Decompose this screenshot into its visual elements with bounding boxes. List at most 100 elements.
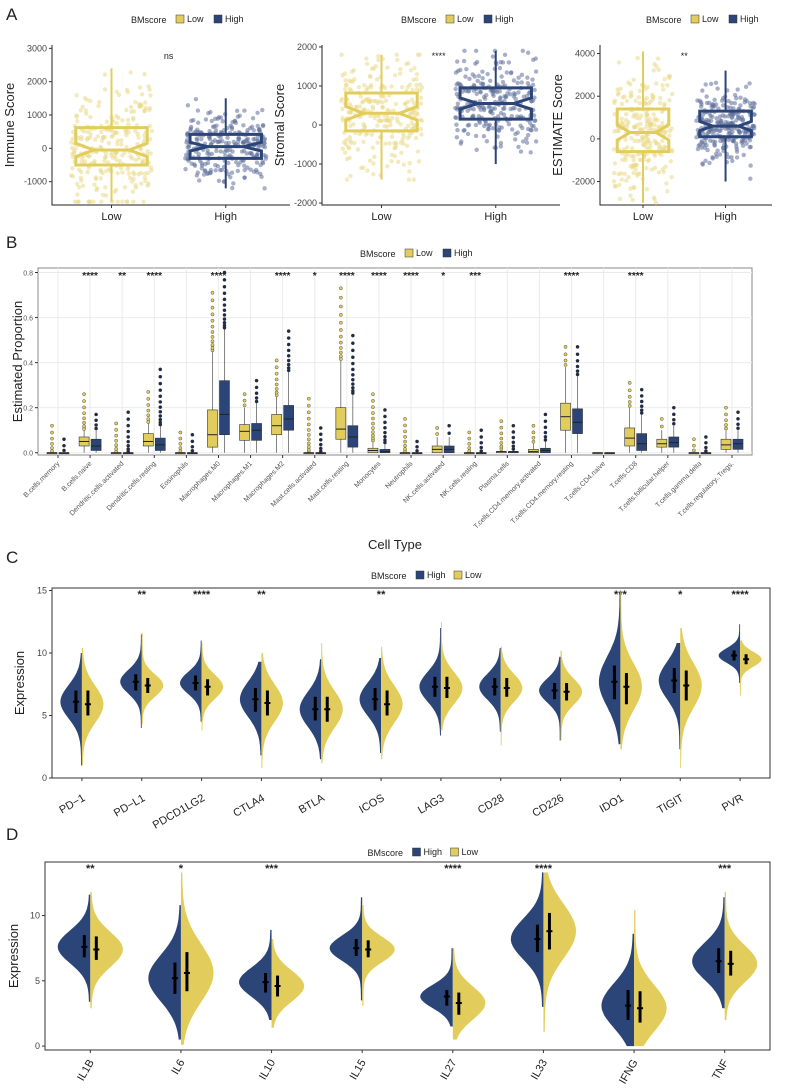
- outlier-point: [371, 411, 375, 415]
- jitter-point: [723, 119, 729, 125]
- significance-label: ***: [265, 863, 279, 875]
- jitter-point: [102, 87, 108, 92]
- violin-half-high: [420, 948, 453, 1027]
- jitter-point: [103, 185, 108, 190]
- outlier-point: [724, 412, 728, 417]
- jitter-point: [476, 73, 482, 79]
- outlier-point: [724, 405, 728, 410]
- outlier-point: [222, 317, 227, 321]
- jitter-point: [520, 139, 526, 144]
- x-tick-label: IL27: [438, 1058, 459, 1083]
- outlier-point: [371, 416, 375, 421]
- jitter-point: [398, 122, 403, 127]
- jitter-point: [186, 144, 192, 150]
- outlier-point: [114, 428, 118, 432]
- outlier-point: [178, 430, 183, 435]
- jitter-point: [127, 175, 133, 180]
- jitter-point: [185, 131, 190, 136]
- jitter-point: [744, 141, 749, 146]
- legend: BMscore Low High: [646, 14, 759, 25]
- legend-key-high: [415, 570, 425, 580]
- jitter-point: [120, 199, 125, 204]
- jitter-point: [401, 162, 407, 167]
- jitter-point: [715, 120, 721, 125]
- x-tick-label: PD−1: [57, 792, 87, 816]
- panel-label-a: A: [6, 5, 18, 24]
- jitter-point: [106, 140, 112, 146]
- jitter-point: [136, 155, 142, 161]
- jitter-point: [85, 129, 90, 135]
- jitter-point: [112, 189, 118, 194]
- jitter-point: [667, 73, 673, 79]
- jitter-point: [620, 157, 625, 163]
- outlier-point: [114, 433, 118, 438]
- significance-label: ****: [146, 271, 162, 282]
- jitter-point: [259, 174, 264, 179]
- jitter-point: [348, 173, 353, 179]
- jitter-point: [76, 199, 81, 204]
- x-tick-label: IL6: [169, 1058, 187, 1077]
- jitter-point: [136, 135, 141, 140]
- jitter-point: [142, 71, 147, 77]
- jitter-point: [351, 68, 356, 73]
- jitter-point: [348, 123, 353, 128]
- jitter-point: [219, 167, 225, 173]
- jitter-point: [712, 128, 717, 133]
- outlier-point: [178, 436, 183, 441]
- legend-title: BMscore: [371, 571, 407, 581]
- outlier-point: [575, 364, 580, 369]
- jitter-point: [520, 125, 525, 131]
- jitter-point: [414, 82, 419, 88]
- outlier-point: [146, 413, 151, 418]
- jitter-point: [392, 145, 397, 151]
- jitter-point: [646, 137, 651, 142]
- legend-key-low: [404, 248, 414, 258]
- y-axis-title: Stromal Score: [272, 84, 287, 166]
- x-tick-label: IL1B: [75, 1058, 97, 1084]
- plot-frame: [51, 587, 771, 779]
- jitter-point: [632, 185, 637, 190]
- jitter-point: [529, 123, 535, 129]
- x-tick-label: B.cells.memory: [23, 460, 62, 499]
- jitter-point: [720, 113, 726, 118]
- jitter-point: [256, 144, 261, 150]
- outlier-point: [531, 435, 536, 440]
- jitter-point: [654, 81, 659, 86]
- jitter-point: [473, 122, 479, 128]
- jitter-point: [413, 135, 419, 141]
- jitter-point: [734, 155, 740, 160]
- jitter-point: [210, 139, 215, 145]
- jitter-point: [502, 106, 507, 111]
- jitter-point: [624, 178, 629, 183]
- jitter-point: [98, 176, 103, 181]
- notched-box-high: [188, 132, 263, 160]
- outlier-point: [190, 448, 195, 453]
- violin-half-low: [90, 892, 123, 1009]
- jitter-point: [632, 112, 637, 117]
- outlier-point: [704, 449, 708, 453]
- jitter-point: [75, 118, 80, 124]
- jitter-point: [611, 147, 617, 152]
- jitter-point: [640, 134, 645, 140]
- x-tick-label: BTLA: [297, 792, 327, 816]
- jitter-point: [149, 128, 155, 134]
- legend: BMscore Low High: [401, 14, 514, 25]
- jitter-point: [138, 170, 144, 176]
- jitter-point: [698, 104, 704, 109]
- box-high: [251, 423, 262, 441]
- jitter-point: [708, 113, 713, 119]
- jitter-point: [738, 103, 743, 108]
- jitter-point: [229, 126, 235, 132]
- outlier-point: [563, 352, 568, 357]
- jitter-point: [147, 137, 153, 142]
- outlier-point: [222, 297, 227, 302]
- jitter-point: [748, 176, 753, 181]
- jitter-point: [455, 127, 460, 133]
- outlier-point: [511, 440, 516, 445]
- jitter-point: [488, 108, 494, 114]
- jitter-point: [74, 93, 79, 98]
- jitter-point: [498, 140, 504, 146]
- legend-title: BMscore: [401, 15, 437, 25]
- significance-label: **: [257, 589, 266, 601]
- jitter-point: [631, 124, 637, 130]
